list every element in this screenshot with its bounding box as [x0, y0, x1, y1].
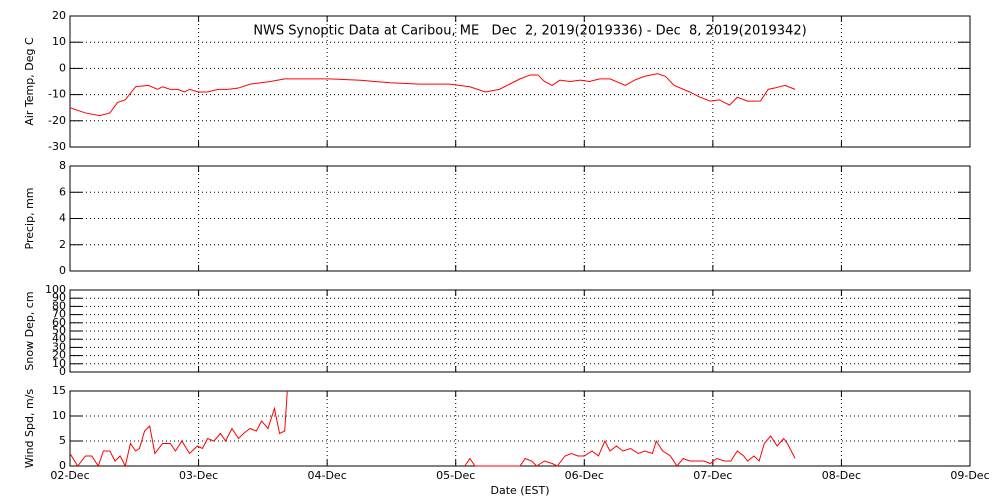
y-tick-label: -20	[48, 114, 66, 127]
y-tick-label: 0	[59, 264, 66, 277]
data-line	[70, 73, 796, 117]
y-tick-label: 0	[59, 61, 66, 74]
y-axis-label: Wind Spd, m/s	[23, 389, 36, 469]
y-tick-label: 40	[52, 332, 66, 345]
y-tick-label: 100	[45, 283, 66, 296]
y-tick-label: 4	[59, 212, 66, 225]
y-axis-label: Snow Dep, cm	[23, 291, 36, 370]
chart-title: NWS Synoptic Data at Caribou, ME Dec 2, …	[253, 24, 806, 39]
x-tick-label: 05-Dec	[436, 469, 475, 482]
y-tick-label: 80	[52, 299, 66, 312]
y-tick-label: 15	[52, 384, 66, 397]
y-tick-label: 5	[59, 434, 66, 447]
x-tick-label: 06-Dec	[565, 469, 604, 482]
y-tick-label: 90	[52, 291, 66, 304]
y-tick-label: 10	[52, 35, 66, 48]
x-tick-label: 09-Dec	[950, 469, 989, 482]
y-tick-label: 20	[52, 349, 66, 362]
y-tick-label: 50	[52, 324, 66, 337]
panel: 02-Dec 03-Dec 04-Dec 05-Dec 06-Dec 07-Dec 08-D…	[23, 384, 990, 497]
y-tick-label: 70	[52, 308, 66, 321]
x-tick-label: 04-Dec	[308, 469, 347, 482]
panel: -30 -20 -10 0 10 20 Air Temp, Deg C NWS Synopti…	[23, 9, 971, 153]
y-tick-label: 30	[52, 340, 66, 353]
plot-frame	[69, 289, 971, 373]
y-tick-label: 20	[52, 9, 66, 22]
x-axis-label: Date (EST)	[490, 484, 549, 497]
x-tick-label: 07-Dec	[693, 469, 732, 482]
y-tick-label: -30	[48, 140, 66, 153]
plot-frame	[69, 390, 971, 467]
x-tick-label: 02-Dec	[50, 469, 89, 482]
y-tick-label: 60	[52, 316, 66, 329]
x-tick-label: 08-Dec	[822, 469, 861, 482]
panel: 0 2 4 6 8 Precip, mm	[23, 159, 971, 277]
x-tick-label: 03-Dec	[179, 469, 218, 482]
data-line	[70, 390, 796, 467]
plot-frame	[69, 165, 971, 272]
y-axis-label: Precip, mm	[23, 188, 36, 250]
plot-frame	[69, 15, 971, 148]
y-tick-label: -10	[48, 88, 66, 101]
y-tick-label: 0	[59, 365, 66, 378]
y-axis-label: Air Temp, Deg C	[23, 37, 36, 126]
y-tick-label: 10	[52, 357, 66, 370]
y-tick-label: 10	[52, 409, 66, 422]
y-tick-label: 0	[59, 459, 66, 472]
y-tick-label: 6	[59, 185, 66, 198]
y-tick-label: 8	[59, 159, 66, 172]
y-tick-label: 2	[59, 238, 66, 251]
